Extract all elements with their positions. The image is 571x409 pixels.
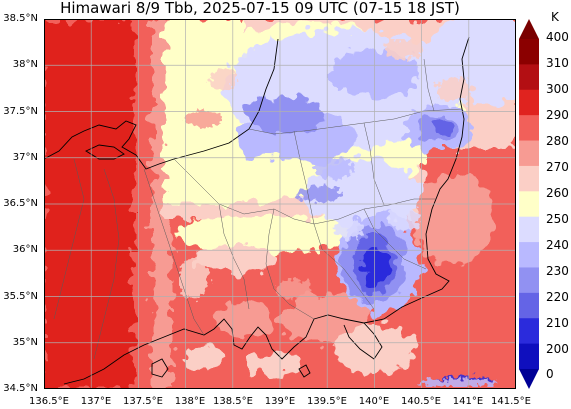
colorbar-tick-label: 250 [546, 212, 569, 226]
colorbar-tick-label: 220 [546, 290, 569, 304]
colorbar-tick-label: 240 [546, 238, 569, 252]
y-tick-label: 35.5°N [3, 291, 38, 302]
colorbar-band [519, 242, 539, 268]
x-tick-label: 139.5°E [307, 396, 347, 407]
x-tick-label: 141.5°E [491, 396, 531, 407]
colorbar-tick-label: 260 [546, 186, 569, 200]
x-tick-label: 136.5°E [29, 396, 69, 407]
map-frame [44, 19, 516, 389]
prefecture-borders [53, 58, 463, 360]
x-tick-label: 140.5°E [401, 396, 441, 407]
y-tick-label: 37°N [12, 152, 38, 163]
colorbar-band [519, 39, 539, 65]
colorbar-tick-label: 290 [546, 108, 569, 122]
colorbar-tick-label: 400 [546, 30, 569, 44]
colorbar-extend-bottom [519, 369, 539, 389]
y-tick-label: 37.5°N [3, 106, 38, 117]
map-title: Himawari 8/9 Tbb, 2025-07-15 09 UTC (07-… [60, 0, 460, 17]
colorbar-tick-label: 200 [546, 342, 569, 356]
y-tick-label: 34.5°N [3, 383, 38, 394]
colorbar-band [519, 89, 539, 116]
colorbar-tick-label: 310 [546, 56, 569, 70]
colorbar-tick-label: 280 [546, 134, 569, 148]
colorbar-band [519, 343, 539, 370]
satellite-temperature-map [44, 19, 516, 389]
colorbar [519, 19, 539, 389]
x-tick-label: 139°E [264, 396, 296, 407]
colorbar-tick-label: 300 [546, 82, 569, 96]
x-tick-label: 138°E [174, 396, 206, 407]
colorbar-tick-label: 0 [546, 367, 554, 381]
colorbar-unit: K [551, 10, 559, 24]
colorbar-tick-label: 210 [546, 316, 569, 330]
colorbar-tick-label: 230 [546, 264, 569, 278]
colorbar-extend-top [519, 19, 539, 39]
colorbar-band [519, 216, 539, 243]
y-tick-label: 36°N [12, 244, 38, 255]
temperature-field [44, 19, 516, 389]
y-tick-label: 38°N [12, 59, 38, 70]
colorbar-band [519, 191, 539, 218]
y-tick-label: 36.5°N [3, 198, 38, 209]
colorbar-band [519, 267, 539, 294]
x-tick-label: 137°E [80, 396, 112, 407]
colorbar-band [519, 292, 539, 319]
colorbar-band [519, 165, 539, 192]
x-tick-label: 140°E [358, 396, 390, 407]
x-tick-label: 138.5°E [213, 396, 253, 407]
colorbar-band [519, 64, 539, 91]
colorbar-tick-label: 270 [546, 160, 569, 174]
colorbar-band [519, 115, 539, 142]
y-tick-label: 38.5°N [3, 13, 38, 24]
colorbar-band [519, 318, 539, 345]
x-tick-label: 137.5°E [123, 396, 163, 407]
graticule [44, 19, 516, 389]
x-tick-label: 141°E [452, 396, 484, 407]
colorbar-band [519, 140, 539, 167]
y-tick-label: 35°N [12, 337, 38, 348]
